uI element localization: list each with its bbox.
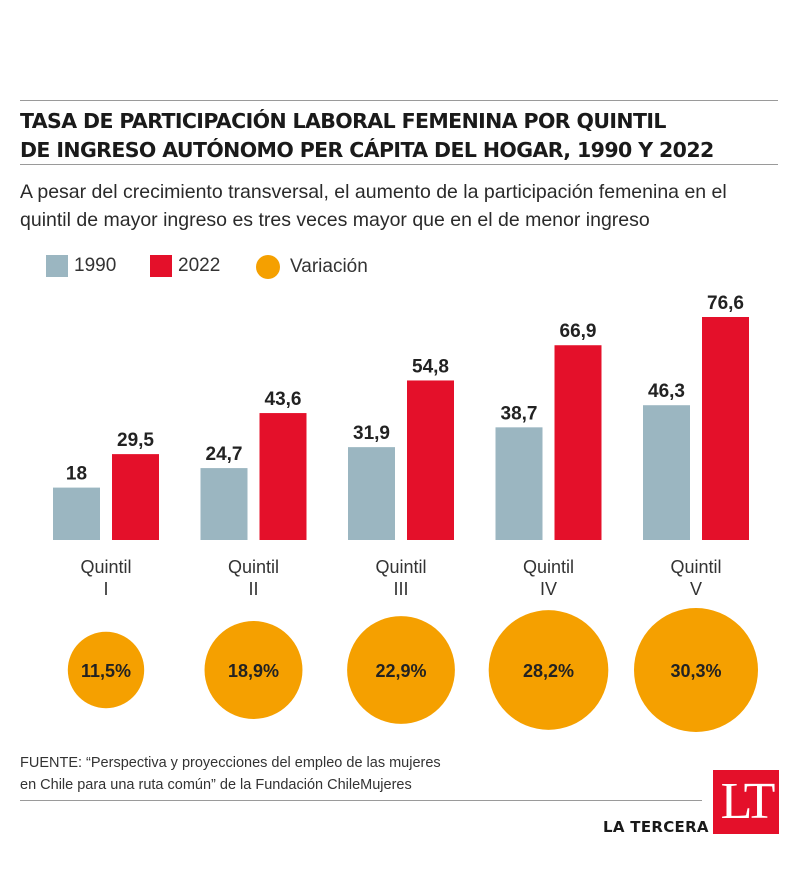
category-label-4-line-2: IV — [540, 579, 557, 599]
bar-2022-5 — [702, 317, 749, 540]
bar-1990-5 — [643, 405, 690, 540]
brand-name: LA TERCERA — [603, 818, 709, 836]
value-label-1990-1: 18 — [66, 464, 87, 485]
source-line-1: FUENTE: “Perspectiva y proyecciones del … — [20, 755, 441, 771]
bar-2022-2 — [259, 413, 307, 540]
bar-1990-4 — [495, 427, 543, 540]
value-label-2022-2: 43,6 — [265, 389, 302, 410]
variation-bubble-5 — [634, 608, 758, 732]
legend-label-2022: 2022 — [178, 255, 221, 276]
source-note: FUENTE: “Perspectiva y proyecciones del … — [20, 752, 540, 796]
chart-subtitle: A pesar del crecimiento transversal, el … — [20, 178, 790, 234]
title-rule — [20, 164, 778, 165]
source-line-2: en Chile para una ruta común” de la Fund… — [20, 777, 412, 793]
category-label-4-line-1: Quintil — [523, 557, 574, 577]
category-label-5-line-1: Quintil — [670, 557, 721, 577]
category-label-2-line-2: II — [248, 579, 258, 599]
variation-label-2: 18,9% — [228, 661, 279, 681]
chart-title: TASA DE PARTICIPACIÓN LABORAL FEMENINA P… — [20, 107, 780, 165]
value-label-2022-4: 66,9 — [560, 321, 597, 342]
legend-label-variation: Variación — [290, 256, 368, 277]
value-label-2022-3: 54,8 — [412, 356, 449, 377]
bar-2022-1 — [112, 454, 159, 540]
legend-item-variation: Variación — [256, 255, 368, 279]
variation-bubble-1 — [67, 631, 145, 709]
la-tercera-logo: LT — [713, 770, 779, 834]
variation-bubble-4 — [488, 610, 609, 730]
value-label-2022-1: 29,5 — [117, 430, 154, 451]
category-label-5-line-2: V — [690, 579, 702, 599]
chart-subtitle-line-1: A pesar del crecimiento transversal, el … — [20, 181, 727, 203]
bar-chart: 1829,5QuintilI11,5%24,743,6QuintilII18,9… — [53, 293, 758, 732]
category-label-3-line-1: Quintil — [375, 557, 426, 577]
category-label-3-line-2: III — [393, 579, 408, 599]
top-rule — [20, 100, 778, 101]
bar-1990-1 — [53, 487, 100, 540]
category-label-1-line-2: I — [103, 579, 108, 599]
variation-label-3: 22,9% — [375, 661, 426, 681]
legend-item-1990: 1990 — [46, 255, 116, 277]
bar-2022-3 — [407, 380, 454, 540]
category-label-2-line-1: Quintil — [228, 557, 279, 577]
category-label-1-line-1: Quintil — [80, 557, 131, 577]
variation-label-1: 11,5% — [81, 661, 131, 681]
legend-item-2022: 2022 — [150, 255, 220, 277]
bar-1990-3 — [348, 447, 395, 540]
bar-1990-2 — [200, 468, 248, 540]
chart-title-line-1: TASA DE PARTICIPACIÓN LABORAL FEMENINA P… — [20, 109, 666, 133]
value-label-1990-4: 38,7 — [501, 403, 538, 424]
value-label-2022-5: 76,6 — [707, 293, 744, 314]
legend-swatch-variation — [256, 255, 280, 279]
variation-label-5: 30,3% — [670, 661, 721, 681]
value-label-1990-2: 24,7 — [206, 444, 243, 465]
value-label-1990-5: 46,3 — [648, 381, 685, 402]
legend-swatch-1990 — [46, 255, 68, 277]
value-label-1990-3: 31,9 — [353, 423, 390, 444]
variation-bubble-2 — [204, 621, 303, 719]
footer-rule — [20, 800, 702, 801]
variation-label-4: 28,2% — [523, 661, 574, 681]
legend-swatch-2022 — [150, 255, 172, 277]
legend-label-1990: 1990 — [74, 255, 117, 276]
chart-subtitle-line-2: quintil de mayor ingreso es tres veces m… — [20, 209, 650, 231]
variation-bubble-3 — [347, 616, 455, 724]
chart-title-line-2: DE INGRESO AUTÓNOMO PER CÁPITA DEL HOGAR… — [20, 138, 714, 162]
bar-2022-4 — [554, 345, 602, 540]
